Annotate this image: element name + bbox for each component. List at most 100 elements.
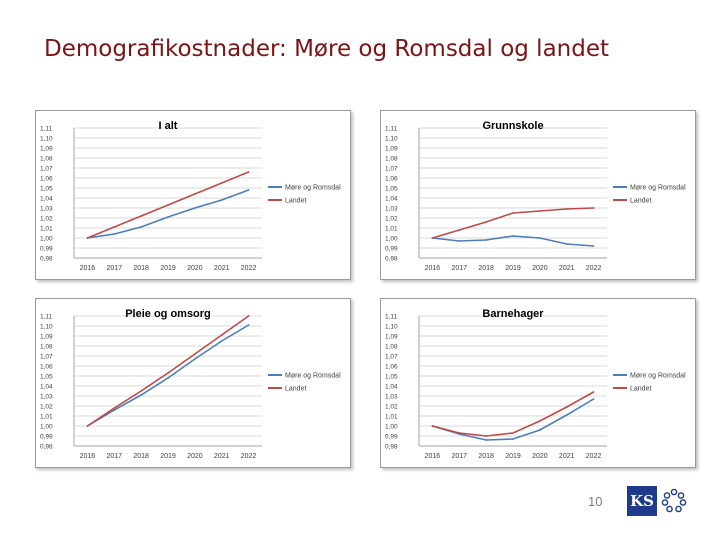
x-tick-label: 2017: [106, 265, 122, 272]
legend-label: Møre og Romsdal: [285, 185, 341, 192]
x-tick-label: 2022: [586, 265, 602, 272]
ks-emblem-icon: [661, 488, 687, 513]
ks-logo: KS: [627, 486, 689, 516]
y-tick-label: 1,08: [385, 156, 398, 163]
legend-label: Landet: [285, 386, 306, 393]
data-point: [140, 394, 143, 396]
y-tick-label: 1,09: [40, 334, 53, 341]
y-tick-label: 1,07: [40, 354, 53, 361]
chart-panel-barnehager: 1,11 1,10 1,09 1,08 1,07 1,06 1,05 1,04 1,03 1,02…: [380, 298, 696, 468]
y-tick-label: 1,01: [40, 414, 53, 421]
data-point: [193, 193, 196, 195]
y-tick-label: 1,11: [40, 314, 53, 321]
y-tick-label: 1,04: [385, 384, 398, 391]
chart-title: I alt: [159, 120, 178, 132]
data-point: [538, 420, 541, 422]
x-tick-label: 2018: [133, 265, 149, 272]
series-line: [86, 315, 250, 427]
chart-svg: 1,11 1,10 1,09 1,08 1,07 1,06 1,05 1,04 1,03 1,02…: [40, 120, 341, 272]
x-tick-label: 2021: [559, 265, 575, 272]
x-tick-label: 2018: [478, 453, 494, 460]
page-number: 10: [588, 494, 603, 509]
x-tick-label: 2022: [241, 265, 257, 272]
y-tick-label: 1,08: [40, 156, 53, 163]
y-tick-label: 1,06: [40, 176, 53, 183]
data-point: [431, 425, 434, 427]
x-tick-label: 2021: [559, 453, 575, 460]
data-point: [485, 439, 488, 441]
data-point: [538, 429, 541, 431]
x-tick-label: 2016: [425, 265, 441, 272]
data-point: [592, 398, 595, 400]
y-tick-label: 1,10: [385, 324, 398, 331]
x-tick-label: 2017: [106, 453, 122, 460]
y-tick-label: 1,00: [40, 424, 53, 431]
y-tick-label: 1,11: [385, 314, 398, 321]
legend-label: Møre og Romsdal: [285, 373, 341, 380]
y-tick-label: 1,07: [385, 166, 398, 173]
y-tick-label: 1,03: [385, 206, 398, 213]
chart-title: Barnehager: [482, 308, 544, 320]
x-tick-label: 2016: [80, 453, 96, 460]
y-tick-label: 1,04: [385, 196, 398, 203]
y-tick-label: 1,08: [40, 344, 53, 351]
data-point: [485, 239, 488, 241]
y-tick-label: 1,03: [385, 394, 398, 401]
x-tick-label: 2022: [586, 453, 602, 460]
y-tick-label: 1,05: [40, 374, 53, 381]
chart-panel-i-alt: 1,11 1,10 1,09 1,08 1,07 1,06 1,05 1,04 1,03 1,02…: [35, 110, 351, 280]
x-tick-label: 2019: [505, 453, 521, 460]
x-tick-label: 2016: [425, 453, 441, 460]
data-point: [592, 391, 595, 393]
y-tick-label: 1,00: [385, 236, 398, 243]
x-tick-label: 2020: [187, 265, 203, 272]
data-point: [485, 221, 488, 223]
y-tick-label: 0,99: [40, 434, 53, 441]
y-tick-label: 0,99: [40, 246, 53, 253]
data-point: [167, 216, 169, 218]
y-tick-label: 1,07: [40, 166, 53, 173]
y-tick-label: 1,01: [385, 226, 398, 233]
y-tick-label: 1,11: [385, 126, 398, 133]
ks-logo-mark: KS: [627, 486, 657, 516]
legend-label: Møre og Romsdal: [630, 373, 686, 380]
data-point: [113, 407, 116, 409]
legend-label: Landet: [630, 198, 651, 205]
data-point: [167, 377, 169, 379]
data-point: [247, 171, 250, 173]
y-tick-label: 1,10: [385, 136, 398, 143]
data-point: [86, 425, 89, 427]
y-tick-label: 1,10: [40, 136, 53, 143]
legend-label: Landet: [285, 198, 306, 205]
chart-title: Grunnskole: [482, 120, 543, 132]
data-point: [592, 245, 595, 247]
y-tick-label: 1,04: [40, 384, 53, 391]
legend-label: Landet: [630, 386, 651, 393]
y-tick-label: 0,98: [40, 444, 53, 451]
data-point: [113, 409, 116, 411]
y-tick-label: 1,09: [385, 334, 398, 341]
x-tick-label: 2020: [532, 265, 548, 272]
y-tick-label: 1,02: [385, 216, 398, 223]
data-point: [458, 229, 461, 231]
y-tick-label: 1,07: [385, 354, 398, 361]
data-point: [247, 324, 250, 326]
data-point: [565, 243, 568, 245]
x-tick-label: 2019: [160, 265, 176, 272]
data-point: [431, 237, 434, 239]
x-tick-label: 2017: [451, 265, 467, 272]
data-point: [565, 406, 568, 408]
data-point: [193, 207, 196, 209]
chart-title: Pleie og omsorg: [125, 308, 211, 320]
x-tick-label: 2019: [505, 265, 521, 272]
x-tick-label: 2017: [451, 453, 467, 460]
y-tick-label: 1,03: [40, 206, 53, 213]
y-tick-label: 1,02: [40, 404, 53, 411]
y-tick-label: 1,06: [385, 176, 398, 183]
y-tick-label: 1,00: [40, 236, 53, 243]
data-point: [247, 315, 250, 317]
x-tick-label: 2018: [133, 453, 149, 460]
y-tick-label: 1,05: [385, 186, 398, 193]
data-point: [512, 438, 514, 440]
y-tick-label: 0,99: [385, 434, 398, 441]
